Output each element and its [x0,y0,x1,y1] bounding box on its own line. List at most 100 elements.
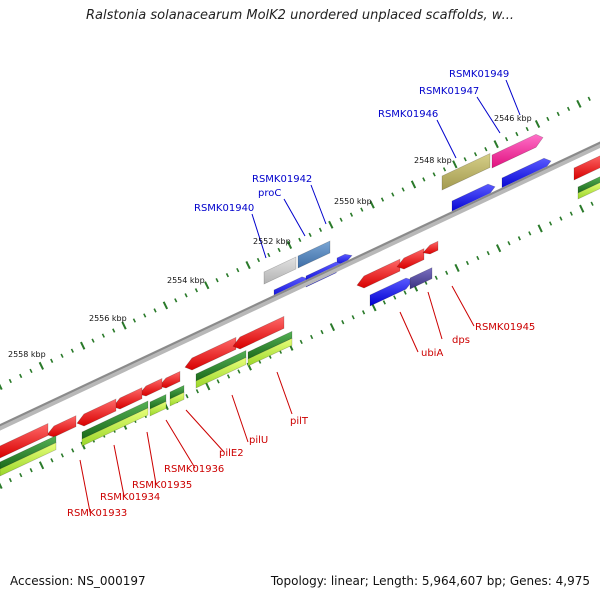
gene-label-pilt[interactable]: pilT [290,416,309,427]
tick-mark [245,261,251,270]
tick-mark [341,320,345,325]
tick-mark [225,273,230,278]
tick-mark [328,220,334,229]
tick-mark [215,278,219,283]
gene-bar-rsmk01934 [76,398,117,427]
leader-line [276,371,293,415]
tick-mark [434,275,438,280]
tick-mark [205,382,211,391]
tick-mark [71,448,75,453]
kbp-label: 2546 kbp [494,114,532,123]
tick-mark [442,167,447,172]
tick-mark [286,240,293,249]
gene-bar-pilt [184,336,237,371]
accession-text: Accession: NS_000197 [10,574,146,588]
gene-label-rsmk01934[interactable]: RSMK01934 [100,492,160,503]
map-title: Ralstonia solanacearum MolK2 unordered u… [85,8,514,23]
leader-line [436,119,457,159]
tick-mark [132,318,136,323]
gene-label-rsmk01946[interactable]: RSMK01946 [378,109,438,120]
gene-label-rsmk01947[interactable]: RSMK01947 [419,86,479,97]
gene-label-rsmk01933[interactable]: RSMK01933 [67,508,127,519]
gene-label-rsmk01949[interactable]: RSMK01949 [449,69,509,80]
gene-bar-rsmk01933 [46,415,77,438]
gene-bar-reverse-frame [0,442,57,477]
tick-mark [546,116,550,122]
tick-mark [310,334,314,340]
gene-bar-reverse-frame [577,182,600,200]
tick-mark [432,172,436,177]
tick-mark [445,270,449,275]
tick-mark [495,244,502,253]
gene-label-rsmk01936[interactable]: RSMK01936 [164,464,224,475]
leader-line [185,409,225,453]
tick-mark [391,192,395,197]
tick-mark [153,308,157,313]
backbone-line [0,141,600,427]
tick-mark [507,241,511,246]
tick-mark [393,295,397,300]
tick-mark [8,477,12,483]
kbp-label: 2550 kbp [334,197,372,206]
gene-bar-rsmk01947 [491,133,544,169]
kbp-label: 2554 kbp [167,276,205,285]
tick-mark [579,204,585,213]
tick-mark [267,252,271,258]
tick-mark [308,232,312,237]
inner-tick-marks [0,201,594,490]
outer-tick-marks [0,96,591,391]
leader-line [451,285,475,327]
tick-mark [70,348,74,353]
tick-mark [162,301,169,310]
tick-mark [517,236,521,241]
gene-bar-reverse-frame [195,357,247,389]
gene-tracks [0,133,600,477]
tick-mark [299,339,303,345]
tick-mark [29,368,33,374]
tick-mark [216,379,220,384]
tick-mark [318,227,323,232]
leader-line [251,213,267,259]
tick-mark [465,260,470,266]
forward-gene-labels: RSMK01949 RSMK01947 RSMK01946 RSMK01942 … [194,69,509,214]
leader-line [231,394,249,443]
tick-mark [590,201,594,206]
gene-label-dps[interactable]: dps [452,335,470,346]
tick-mark [371,303,377,312]
gene-bar-forward [451,183,496,214]
tick-mark [360,207,364,212]
gene-label-rsmk01940[interactable]: RSMK01940 [194,203,254,214]
gene-label-pile2[interactable]: pilE2 [219,448,244,459]
leader-line [476,96,501,134]
gene-bar-dps [396,248,425,270]
tick-mark [195,389,199,394]
tick-mark [29,468,33,473]
tick-mark [422,177,426,182]
tick-mark [452,160,458,169]
gene-label-rsmk01945[interactable]: RSMK01945 [475,322,535,333]
label-leader-lines [79,79,521,513]
leader-line [505,79,521,116]
gene-bar-forward [409,267,433,290]
leader-line [146,431,157,485]
gene-label-pilu[interactable]: pilU [249,435,268,446]
gene-bar-reverse-frame [169,391,185,407]
kbp-label: 2552 kbp [253,237,291,246]
tick-mark [91,338,95,343]
tick-mark [548,221,553,226]
gene-bar-rsmk01936 [138,378,163,397]
gene-label-ubia[interactable]: ubiA [421,348,443,359]
tick-mark [361,310,366,315]
tick-mark [504,136,509,142]
genome-summary-text: Topology: linear; Length: 5,964,607 bp; … [270,574,590,588]
gene-label-rsmk01942[interactable]: RSMK01942 [252,174,312,185]
tick-mark [0,383,3,391]
gene-label-proc[interactable]: proC [258,188,281,199]
tick-mark [60,353,64,358]
tick-mark [226,374,231,379]
tick-mark [50,458,54,463]
tick-mark [534,119,541,129]
gene-label-rsmk01935[interactable]: RSMK01935 [132,480,192,491]
genome-backbone [0,141,600,431]
leader-line [427,291,443,340]
